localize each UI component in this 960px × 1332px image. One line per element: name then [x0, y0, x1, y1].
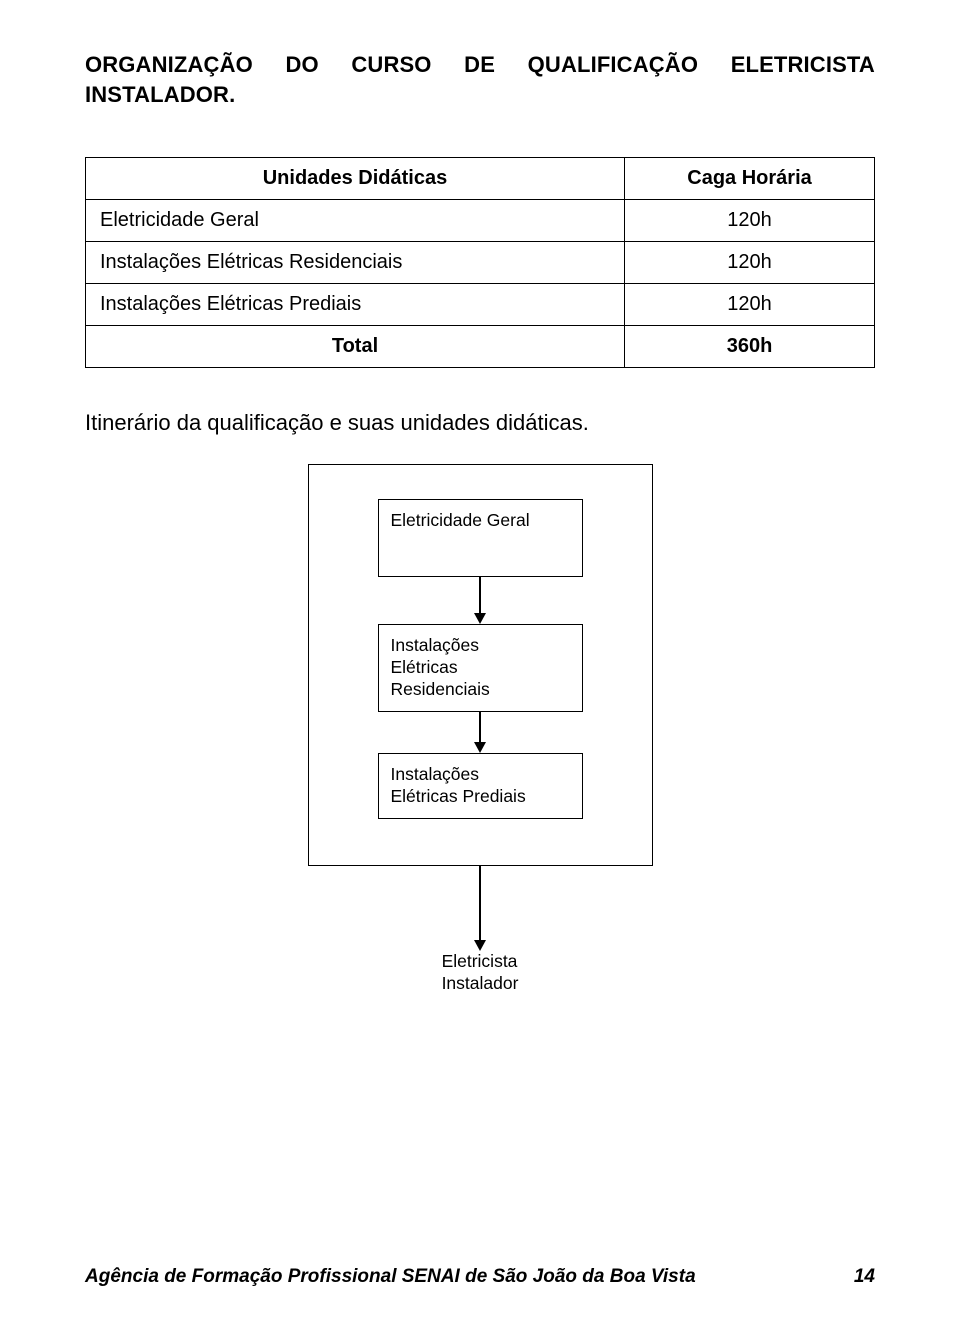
title-word: CURSO — [351, 50, 431, 80]
flowchart-node-0: Eletricidade Geral — [378, 499, 583, 577]
arrow-line-icon — [479, 712, 480, 742]
row-value: 120h — [625, 284, 875, 326]
header-hours: Caga Horária — [625, 158, 875, 200]
row-label: Instalações Elétricas Residenciais — [86, 242, 625, 284]
node-label: Eletricidade Geral — [391, 510, 530, 530]
flowchart-arrow — [357, 712, 604, 753]
title-word: ORGANIZAÇÃO — [85, 50, 253, 80]
flowchart-node-1: InstalaçõesElétricasResidenciais — [378, 624, 583, 712]
header-units: Unidades Didáticas — [86, 158, 625, 200]
total-label: Total — [86, 326, 625, 368]
table-row: Instalações Elétricas Prediais 120h — [86, 284, 875, 326]
table-row: Eletricidade Geral 120h — [86, 200, 875, 242]
row-label: Instalações Elétricas Prediais — [86, 284, 625, 326]
title-word: QUALIFICAÇÃO — [528, 50, 698, 80]
flowchart-arrow — [357, 577, 604, 624]
result-label: EletricistaInstalador — [442, 951, 519, 995]
page-footer: Agência de Formação Profissional SENAI d… — [85, 1266, 875, 1288]
node-label: InstalaçõesElétricasResidenciais — [391, 635, 490, 699]
title-word: DO — [285, 50, 318, 80]
table-row: Instalações Elétricas Residenciais 120h — [86, 242, 875, 284]
table-total-row: Total 360h — [86, 326, 875, 368]
title-line2: INSTALADOR. — [85, 80, 875, 110]
arrow-down-icon — [474, 742, 486, 753]
row-label: Eletricidade Geral — [86, 200, 625, 242]
title-word: DE — [464, 50, 495, 80]
flowchart-result: EletricistaInstalador — [308, 951, 653, 995]
row-value: 120h — [625, 200, 875, 242]
arrow-down-icon — [474, 613, 486, 624]
course-hours-table: Unidades Didáticas Caga Horária Eletrici… — [85, 157, 875, 368]
title-line1: ORGANIZAÇÃO DO CURSO DE QUALIFICAÇÃO ELE… — [85, 50, 875, 80]
node-label: InstalaçõesElétricas Prediais — [391, 764, 526, 806]
diagram-subtitle: Itinerário da qualificação e suas unidad… — [85, 410, 875, 436]
arrow-down-icon — [474, 940, 486, 951]
page-title: ORGANIZAÇÃO DO CURSO DE QUALIFICAÇÃO ELE… — [85, 50, 875, 109]
table-header-row: Unidades Didáticas Caga Horária — [86, 158, 875, 200]
footer-page-number: 14 — [854, 1266, 875, 1288]
arrow-line-icon — [479, 577, 480, 613]
flowchart-container: Eletricidade Geral InstalaçõesElétricasR… — [308, 464, 653, 865]
flowchart-node-2: InstalaçõesElétricas Prediais — [378, 753, 583, 819]
title-word: ELETRICISTA — [731, 50, 875, 80]
flowchart-arrow — [308, 866, 653, 951]
arrow-line-icon — [479, 866, 480, 940]
row-value: 120h — [625, 242, 875, 284]
flowchart: Eletricidade Geral InstalaçõesElétricasR… — [308, 464, 653, 994]
total-value: 360h — [625, 326, 875, 368]
footer-text: Agência de Formação Profissional SENAI d… — [85, 1266, 696, 1288]
